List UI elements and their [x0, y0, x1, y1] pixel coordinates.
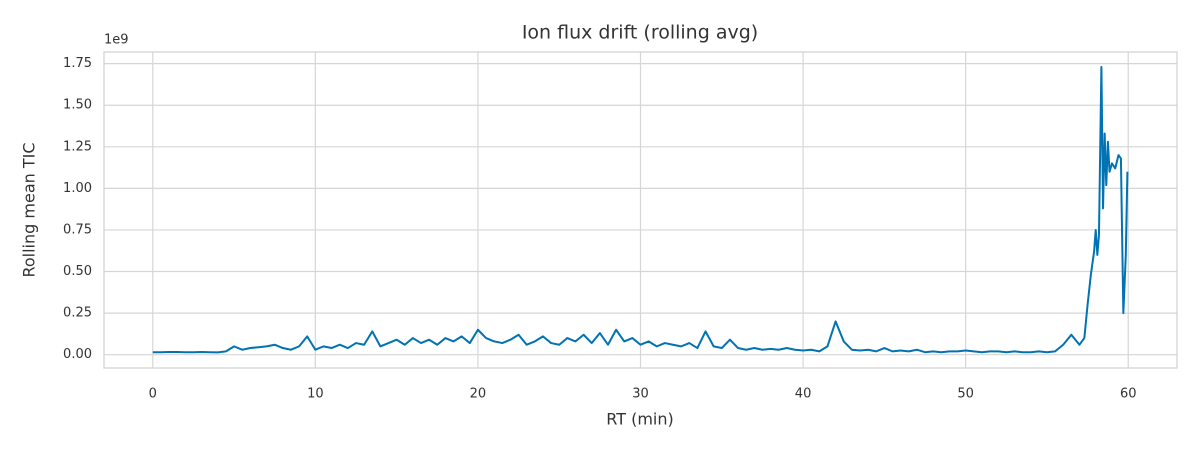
x-tick-label: 30	[632, 387, 649, 402]
data-line	[152, 65, 1129, 354]
x-tick-label: 0	[149, 387, 157, 402]
x-tick-label: 60	[1120, 387, 1137, 402]
y-tick-label: 0.25	[63, 306, 92, 321]
y-axis-label: Rolling mean TIC	[20, 142, 39, 277]
y-tick-label: 0.75	[63, 222, 92, 237]
plot-frame	[103, 51, 1178, 369]
y-tick-label: 0.50	[63, 264, 92, 279]
y-tick-label: 1.00	[63, 181, 92, 196]
y-offset-label: 1e9	[104, 33, 129, 48]
x-tick-label: 50	[957, 387, 974, 402]
chart-title: Ion flux drift (rolling avg)	[522, 22, 758, 44]
x-tick-label: 40	[795, 387, 812, 402]
x-tick-label: 10	[307, 387, 324, 402]
x-axis-label: RT (min)	[606, 410, 673, 429]
y-tick-label: 1.75	[63, 56, 92, 71]
x-tick-label: 20	[470, 387, 487, 402]
y-tick-label: 1.50	[63, 98, 92, 113]
y-tick-label: 0.00	[63, 347, 92, 362]
y-tick-label: 1.25	[63, 139, 92, 154]
